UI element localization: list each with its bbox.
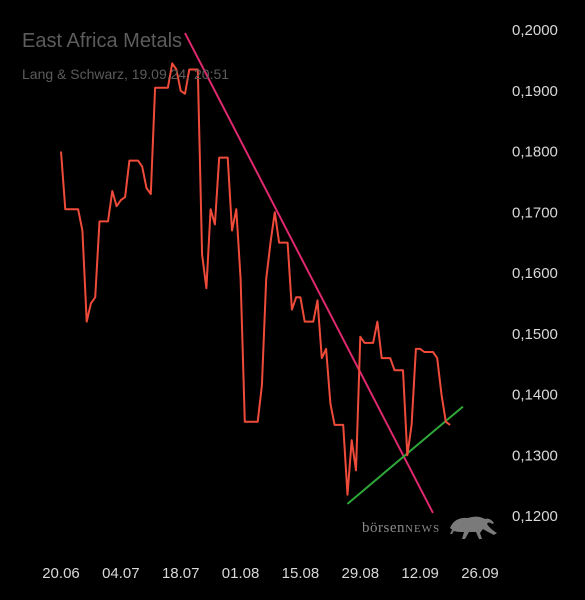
chart-subtitle: Lang & Schwarz, 19.09.24, 20:51 [22,66,230,82]
y-tick-label: 0,2000 [512,22,558,39]
y-tick-label: 0,1800 [512,144,558,161]
y-tick-label: 0,1200 [512,508,558,525]
y-tick-label: 0,1400 [512,387,558,404]
x-tick-label: 01.08 [222,565,260,582]
price-line [60,62,451,496]
support-trendline [346,405,464,505]
bull-icon [450,516,497,539]
watermark-caps: NEWS [405,523,441,535]
chart-title: East Africa Metals [22,30,183,52]
y-tick-label: 0,1700 [512,204,558,221]
x-tick-label: 26.09 [461,565,499,582]
watermark-text: börsenNEWS [362,520,440,537]
x-tick-label: 20.06 [42,565,80,582]
resistance-trendline [184,32,434,514]
y-tick-label: 0,1500 [512,326,558,343]
x-tick-label: 04.07 [102,565,140,582]
y-tick-label: 0,1300 [512,447,558,464]
x-tick-label: 15.08 [282,565,320,582]
x-tick-label: 12.09 [401,565,439,582]
y-tick-label: 0,1900 [512,83,558,100]
x-axis-tick-labels: 20.06 04.07 18.07 01.08 15.08 29.08 12.09 26.09 [42,565,499,582]
x-tick-label: 18.07 [162,565,200,582]
trendlines [184,32,464,514]
x-tick-label: 29.08 [342,565,380,582]
y-tick-label: 0,1600 [512,265,558,282]
y-axis-tick-labels: 0,1200 0,1300 0,1400 0,1500 0,1600 0,1700 0,18… [512,22,558,525]
watermark-lower: börsen [362,520,405,536]
price-series [60,62,451,496]
